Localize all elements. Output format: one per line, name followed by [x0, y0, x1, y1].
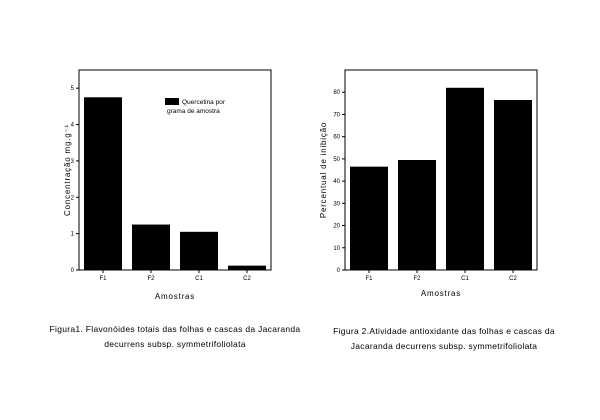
c2-bar-c1: [446, 87, 484, 271]
c2-ytick-label: 30: [333, 201, 340, 207]
chart2-caption: Figura 2.Atividade antioxidante das folh…: [313, 324, 575, 354]
chart1-caption: Figura1. Flavonóides totais das folhas e…: [30, 322, 320, 352]
c2-ytick-label: 60: [333, 135, 340, 141]
chart1-caption-line1: Figura1. Flavonóides totais das folhas e…: [49, 324, 301, 334]
c1-ytick-label: 4: [71, 123, 75, 129]
c1-ytick-label: 0: [71, 268, 75, 274]
chart1-frame: [78, 69, 272, 271]
c1-bar-c2: [228, 265, 266, 270]
chart1-legend-label-line1: Quercetina por: [182, 99, 226, 106]
c2-ytick-label: 80: [333, 90, 340, 96]
c1-ytick-label: 1: [71, 232, 75, 238]
c2-bar-f1: [350, 166, 388, 270]
chart1-ylabel: Concentração mg.g⁻¹: [63, 124, 72, 216]
c1-bar-f1: [84, 97, 122, 270]
chart-flavonoids: 0 1 2 3 4 5 F1 F2 C1 C2 Concentração mg.g⁻¹ Amos…: [63, 69, 272, 301]
c2-ytick-label: 70: [333, 112, 340, 118]
c2-xtick-label: C2: [509, 276, 517, 282]
c2-ytick-label: 20: [333, 224, 340, 230]
c2-ytick-label: 50: [333, 157, 340, 163]
c2-bar-f2: [398, 160, 436, 270]
chart2-caption-line2: Jacaranda decurrens subsp. symmetrifolio…: [350, 341, 538, 351]
c2-xtick-label: F2: [413, 276, 421, 282]
c2-ytick-label: 0: [337, 268, 341, 274]
c1-xtick-label: C2: [243, 276, 251, 282]
c2-ytick-label: 40: [333, 179, 340, 185]
c1-bar-c1: [180, 231, 218, 270]
chart2-ylabel: Percentual de inibição: [319, 122, 328, 218]
chart1-caption-line2: decurrens subsp. symmetrifoliolata: [104, 339, 246, 349]
c1-ytick-label: 3: [71, 159, 75, 165]
c1-xtick-label: C1: [195, 276, 203, 282]
c2-ytick-label: 10: [333, 246, 340, 252]
chart1-xlabel: Amostras: [155, 292, 195, 301]
c2-xtick-label: C1: [461, 276, 469, 282]
c1-ytick-label: 2: [71, 195, 75, 201]
c1-bar-f2: [132, 224, 170, 270]
c2-bar-c2: [494, 100, 532, 270]
chart-antioxidant: 0 10 20 30 40 50 60 70 80 F1 F2 C1 C2 Percentual de…: [319, 69, 538, 298]
chart2-caption-line1: Figura 2.Atividade antioxidante das folh…: [333, 326, 555, 336]
c2-xtick-label: F1: [365, 276, 373, 282]
chart2-frame: [344, 69, 538, 271]
chart2-xlabel: Amostras: [421, 289, 461, 298]
chart1-legend-label-line2: grama de amostra: [167, 108, 220, 115]
chart1-legend-swatch: [165, 98, 179, 105]
c1-ytick-label: 5: [71, 86, 75, 92]
c1-xtick-label: F1: [99, 276, 107, 282]
c1-xtick-label: F2: [147, 276, 155, 282]
